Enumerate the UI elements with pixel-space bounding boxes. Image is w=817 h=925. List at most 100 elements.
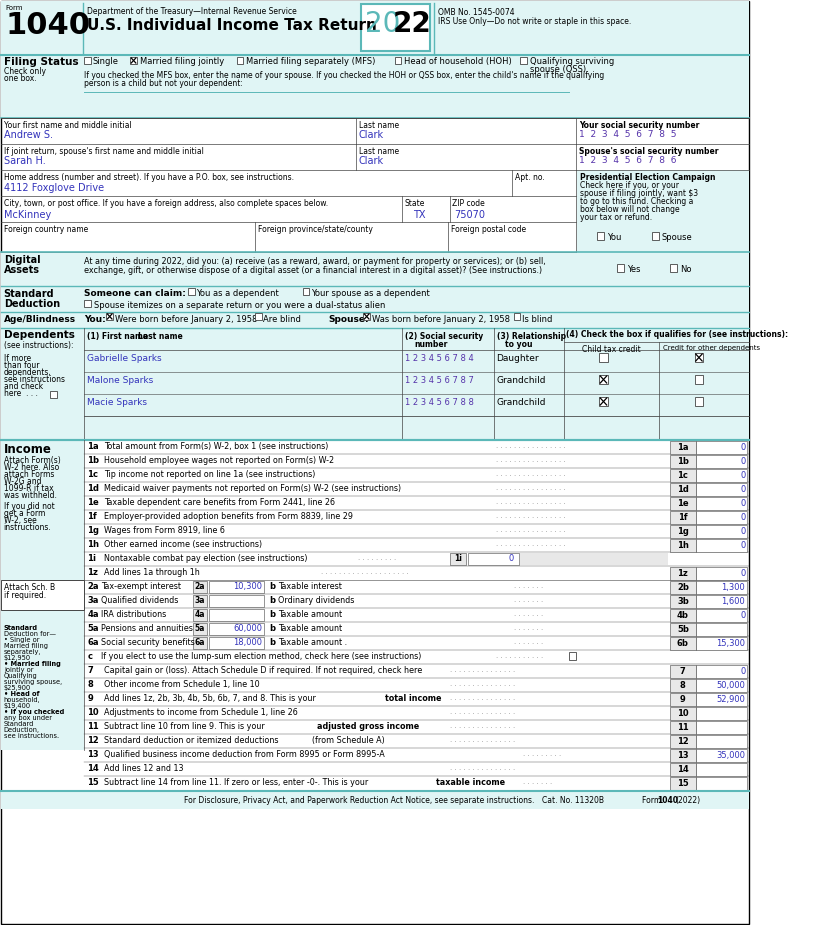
Text: . . . . . . . . . . . . . . .: . . . . . . . . . . . . . . .: [449, 681, 515, 687]
Text: Are blind: Are blind: [263, 315, 301, 324]
Bar: [696, 777, 747, 790]
Text: Apt. no.: Apt. no.: [515, 173, 545, 182]
Bar: [696, 497, 747, 510]
Text: 13: 13: [677, 751, 689, 760]
Text: Other earned income (see instructions): Other earned income (see instructions): [104, 540, 261, 549]
Bar: [361, 4, 431, 51]
Text: 14: 14: [87, 764, 99, 773]
Text: g: g: [92, 526, 99, 535]
Text: Pensions and annuities: Pensions and annuities: [101, 624, 193, 633]
Text: Employer-provided adoption benefits from Form 8839, line 29: Employer-provided adoption benefits from…: [104, 512, 353, 521]
Text: $25,900: $25,900: [3, 685, 31, 691]
Bar: [193, 581, 208, 593]
Bar: [696, 721, 747, 734]
Bar: [670, 595, 696, 608]
Text: Spouse:: Spouse:: [328, 315, 369, 324]
Text: 9: 9: [680, 695, 685, 704]
Text: • Single or: • Single or: [3, 637, 39, 643]
Text: 0: 0: [740, 667, 745, 676]
Text: 11: 11: [677, 723, 689, 732]
Text: ZIP code: ZIP code: [453, 199, 485, 208]
Text: 10: 10: [87, 708, 99, 717]
Text: b: b: [269, 596, 275, 605]
Text: . . . . . . . . . . . . . . . .: . . . . . . . . . . . . . . . .: [496, 457, 565, 463]
Text: Malone Sparks: Malone Sparks: [87, 376, 154, 385]
Text: spouse (QSS): spouse (QSS): [529, 65, 586, 74]
Text: W-2, see: W-2, see: [3, 516, 37, 525]
Bar: [188, 288, 194, 295]
Bar: [696, 511, 747, 524]
Bar: [670, 777, 696, 790]
Text: (from Schedule A): (from Schedule A): [312, 736, 385, 745]
Text: 52,900: 52,900: [717, 695, 745, 704]
Text: . . . . . . . . . . . . . . . .: . . . . . . . . . . . . . . . .: [496, 499, 565, 505]
Text: Adjustments to income from Schedule 1, line 26: Adjustments to income from Schedule 1, l…: [104, 708, 297, 717]
Text: f: f: [92, 512, 96, 521]
Text: (see instructions):: (see instructions):: [3, 341, 74, 350]
Text: 1  2  3  4  5  6  7  8  5: 1 2 3 4 5 6 7 8 5: [579, 130, 676, 139]
Text: Married filing jointly: Married filing jointly: [140, 57, 224, 66]
Bar: [652, 232, 659, 240]
Text: your tax or refund.: your tax or refund.: [580, 213, 652, 222]
Bar: [1, 328, 749, 440]
Text: 7: 7: [87, 666, 93, 675]
Text: 14: 14: [677, 765, 689, 774]
Bar: [209, 637, 265, 649]
Text: (4) Check the box if qualifies for (see instructions):: (4) Check the box if qualifies for (see …: [566, 330, 788, 339]
Text: 5a: 5a: [87, 624, 99, 633]
Bar: [520, 57, 527, 64]
Text: 12: 12: [677, 737, 689, 746]
Text: Grandchild: Grandchild: [497, 376, 546, 385]
Text: 75070: 75070: [454, 210, 485, 220]
Text: (2022): (2022): [676, 796, 701, 805]
Text: . . . . . . . . . . . . . . . . . . . .: . . . . . . . . . . . . . . . . . . . .: [321, 569, 409, 575]
Text: Gabrielle Sparks: Gabrielle Sparks: [87, 354, 162, 363]
Text: Form: Form: [6, 5, 23, 11]
Text: 1: 1: [87, 442, 93, 451]
Text: attach Forms: attach Forms: [3, 470, 54, 479]
Text: 1: 1: [87, 568, 93, 577]
Text: i: i: [92, 554, 96, 563]
Text: Spouse: Spouse: [662, 233, 693, 242]
Text: Qualified dividends: Qualified dividends: [101, 596, 178, 605]
Text: 1 2 3 4 5 6 7 8 7: 1 2 3 4 5 6 7 8 7: [404, 376, 474, 385]
Text: . . . . . . . . . . . . . . .: . . . . . . . . . . . . . . .: [449, 737, 515, 743]
Bar: [449, 553, 467, 565]
Text: Wages from Form 8919, line 6: Wages from Form 8919, line 6: [104, 526, 225, 535]
Text: Married filing: Married filing: [3, 643, 47, 649]
Text: spouse if filing jointly, want $3: spouse if filing jointly, want $3: [580, 189, 699, 198]
Text: 6a: 6a: [87, 638, 99, 647]
Text: No: No: [680, 265, 692, 274]
Bar: [193, 609, 208, 621]
Text: Daughter: Daughter: [497, 354, 539, 363]
Text: 7: 7: [680, 667, 685, 676]
Text: IRA distributions: IRA distributions: [101, 610, 166, 619]
Bar: [670, 679, 696, 692]
Text: . . . . . . . . . . . . . . .: . . . . . . . . . . . . . . .: [449, 723, 515, 729]
Text: d: d: [92, 484, 99, 493]
Text: 1f: 1f: [678, 513, 688, 522]
Text: jointly or: jointly or: [3, 667, 33, 673]
Text: Grandchild: Grandchild: [497, 398, 546, 407]
Text: Add lines 1z, 2b, 3b, 4b, 5b, 6b, 7, and 8. This is your: Add lines 1z, 2b, 3b, 4b, 5b, 6b, 7, and…: [104, 694, 318, 703]
Text: see instructions: see instructions: [3, 375, 65, 384]
Text: Add lines 12 and 13: Add lines 12 and 13: [104, 764, 183, 773]
Bar: [670, 483, 696, 496]
Text: 1e: 1e: [677, 499, 689, 508]
Text: household,: household,: [3, 697, 40, 703]
Text: TX: TX: [413, 210, 426, 220]
Text: Dependents: Dependents: [3, 330, 74, 340]
Text: 1: 1: [87, 470, 93, 479]
Text: You: You: [607, 233, 621, 242]
Text: any box under: any box under: [3, 715, 51, 721]
Text: W-2 here. Also: W-2 here. Also: [3, 463, 59, 472]
Text: dependents,: dependents,: [3, 368, 51, 377]
Text: Standard: Standard: [3, 721, 34, 727]
Text: 0: 0: [740, 541, 745, 550]
Text: 0: 0: [740, 569, 745, 578]
Text: h: h: [92, 540, 99, 549]
Text: Subtract line 14 from line 11. If zero or less, enter -0-. This is your: Subtract line 14 from line 11. If zero o…: [104, 778, 370, 787]
Text: Credit for other dependents: Credit for other dependents: [663, 345, 760, 351]
Text: Taxable dependent care benefits from Form 2441, line 26: Taxable dependent care benefits from For…: [104, 498, 335, 507]
Text: 4a: 4a: [194, 610, 205, 619]
